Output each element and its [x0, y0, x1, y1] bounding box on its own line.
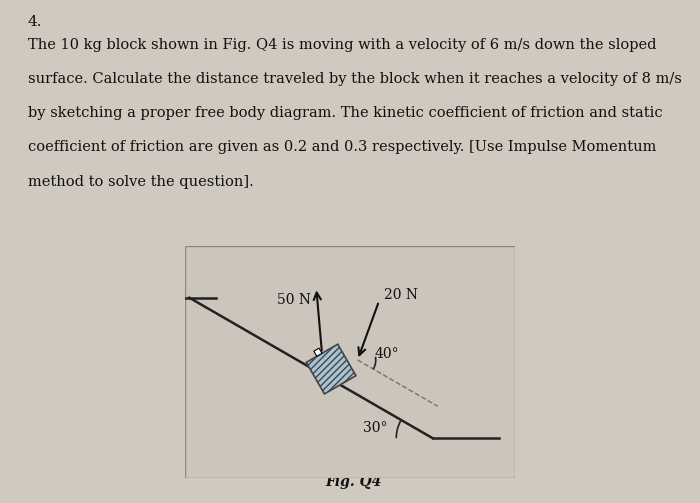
Text: 30°: 30° [363, 421, 388, 435]
Text: 20 N: 20 N [384, 288, 418, 302]
Text: coefficient of friction are given as 0.2 and 0.3 respectively. [Use Impulse Mome: coefficient of friction are given as 0.2… [28, 140, 657, 154]
Text: Fig. Q4: Fig. Q4 [326, 475, 382, 489]
Text: The 10 kg block shown in Fig. Q4 is moving with a velocity of 6 m/s down the slo: The 10 kg block shown in Fig. Q4 is movi… [28, 38, 657, 52]
Text: 40°: 40° [374, 347, 399, 361]
Polygon shape [314, 348, 322, 356]
Text: by sketching a proper free body diagram. The kinetic coefficient of friction and: by sketching a proper free body diagram.… [28, 106, 663, 120]
Text: method to solve the question].: method to solve the question]. [28, 175, 253, 189]
Text: 50 N: 50 N [276, 293, 311, 307]
Text: surface. Calculate the distance traveled by the block when it reaches a velocity: surface. Calculate the distance traveled… [28, 72, 682, 86]
Polygon shape [307, 344, 356, 394]
FancyBboxPatch shape [185, 246, 515, 478]
Text: 4.: 4. [28, 15, 43, 29]
